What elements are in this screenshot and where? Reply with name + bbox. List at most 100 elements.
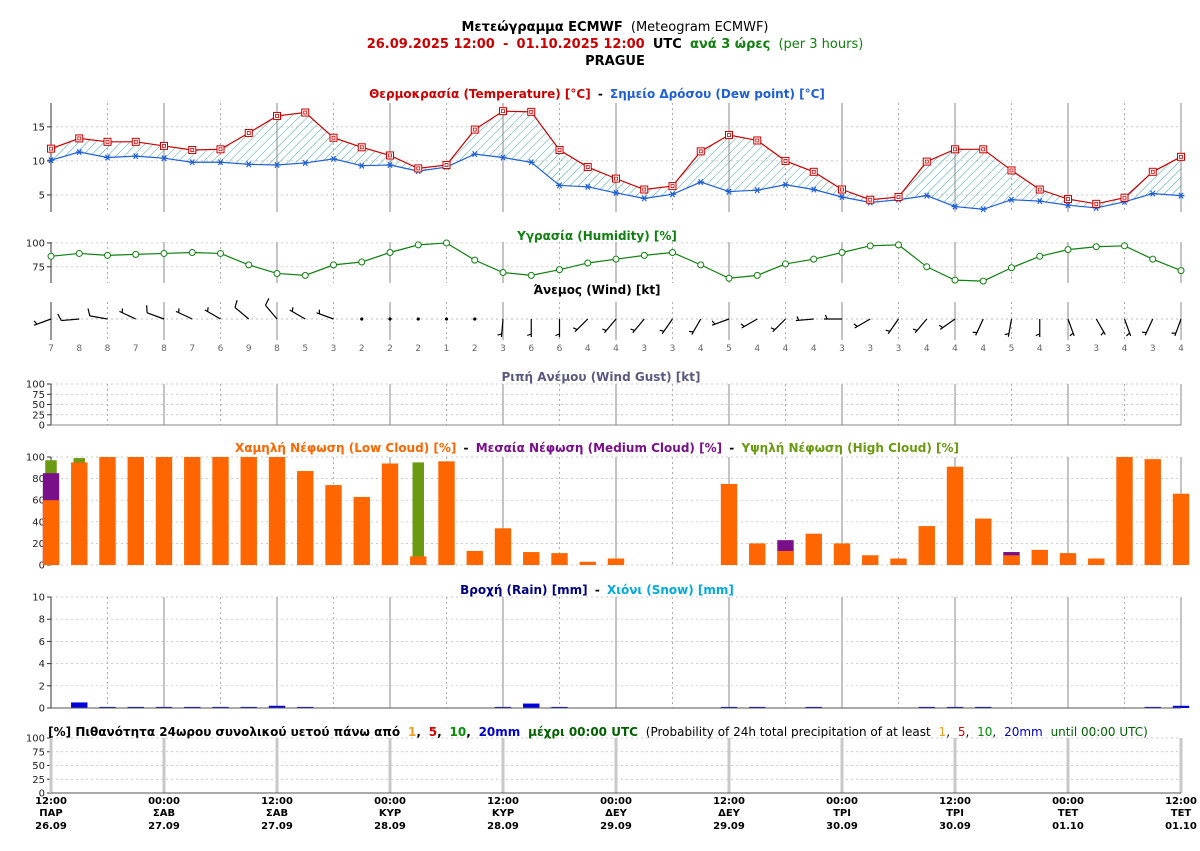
x-label-time: 00:00 (826, 796, 858, 807)
wind-barb-calm (360, 317, 364, 321)
temperature-marker-box (1035, 185, 1044, 194)
wind-barb (573, 318, 589, 333)
temperature-marker (160, 141, 168, 150)
medium-cloud-title: Μεσαία Νέφωση (Medium Cloud) [%] (476, 441, 722, 455)
temperature-marker (922, 157, 931, 166)
wind-barb (972, 318, 984, 336)
humidity-marker (132, 250, 140, 258)
wind-barb (87, 308, 108, 320)
temperature-marker-box (668, 182, 677, 191)
rain-bar (975, 706, 992, 708)
wind-barb (316, 309, 334, 320)
prob-comma-en-3: , (992, 725, 996, 739)
temperature-marker-box (640, 185, 649, 194)
x-label-day: ΔΕΥ (605, 808, 628, 819)
wind-speed-label: 4 (980, 344, 986, 354)
dew-point-marker-stroke (161, 155, 167, 162)
wind-barb-staff (1144, 318, 1154, 336)
rain-bar (71, 702, 88, 708)
temperature-marker (866, 195, 875, 204)
x-label-date: 29.09 (600, 821, 632, 832)
wind-speed-label: 5 (302, 344, 308, 354)
dew-point-marker (245, 161, 253, 168)
temperature-marker-box (753, 136, 762, 145)
prob-threshold-1: 1 (408, 725, 416, 739)
wind-barb-half (33, 320, 38, 325)
low-cloud-bar (1172, 493, 1190, 565)
dew-point-marker-stroke (302, 159, 308, 167)
temperature-marker (781, 156, 790, 165)
dew-point-marker (104, 154, 111, 161)
prob-title-greek: [%] Πιθανότητα 24ωρου συνολικού υετού πά… (48, 725, 400, 739)
temp-ytick-label: 15 (32, 122, 45, 133)
wind-barb (204, 307, 221, 320)
wind-barb (264, 298, 278, 320)
humidity-marker (782, 260, 789, 268)
x-label-time: 12:00 (713, 796, 745, 807)
dew-point-marker-stroke (104, 154, 111, 161)
temperature-marker-box (781, 156, 790, 165)
dew-point-marker (47, 157, 55, 164)
x-label-time: 12:00 (261, 796, 293, 807)
wind-barb-half (497, 333, 502, 336)
temperature-marker-box (160, 141, 168, 150)
wind-barb-half (770, 327, 776, 331)
temperature-marker (1177, 152, 1185, 161)
dew-point-marker-stroke (500, 154, 506, 161)
wind-barb (497, 318, 504, 337)
rain-bar (749, 706, 766, 708)
wind-barb (1004, 318, 1013, 337)
temperature-panel: 5 10 15 (32, 103, 1185, 213)
wind-barb-half (602, 328, 607, 332)
dew-point-marker-stroke (1037, 197, 1043, 205)
temperature-marker-inner (811, 169, 816, 174)
prob-threshold-20-en: 20mm (1004, 725, 1043, 739)
rain-bar (918, 706, 935, 708)
x-label-date: 01.10 (1165, 821, 1197, 832)
low-cloud-bar (71, 462, 88, 565)
humidity-marker (330, 261, 337, 269)
title-english: (Meteogram ECMWF) (631, 20, 769, 35)
dew-point-marker (612, 189, 620, 197)
temperature-marker-inner (727, 133, 731, 137)
rain-bar (99, 706, 116, 708)
date-end: 01.10.2025 12:00 (517, 37, 645, 52)
low-cloud-bar (1003, 555, 1020, 565)
temperature-marker-inner (698, 149, 703, 154)
temperature-marker-box (442, 160, 451, 169)
temperature-marker-inner (388, 153, 392, 158)
wind-barb-staff (175, 310, 193, 320)
temperature-marker-inner (133, 139, 138, 144)
wind-speed-label: 4 (613, 344, 619, 354)
rain-bar (268, 705, 286, 708)
wind-barb (885, 318, 899, 335)
wind-barb (33, 318, 52, 326)
temperature-marker (188, 146, 197, 155)
x-label-date: 28.09 (374, 821, 406, 832)
humidity-marker (1092, 243, 1100, 251)
low-cloud-bar (99, 457, 116, 565)
temperature-marker (329, 133, 338, 142)
low-cloud-bar (466, 550, 483, 565)
wind-barb-staff (632, 318, 645, 334)
probability-panel: 0 25 50 75 100 (26, 734, 1183, 800)
humidity-marker (160, 249, 168, 257)
wind-barb-calm (473, 317, 477, 321)
rain-bar (523, 703, 540, 708)
cloud-ytick-label: 100 (26, 453, 45, 464)
wind-barb (527, 319, 532, 337)
rain-bar (551, 706, 568, 708)
prob-ytick-label: 100 (26, 734, 45, 745)
wind-speed-label: 3 (896, 344, 902, 354)
temperature-marker (696, 147, 705, 156)
x-label-date: 01.10 (1052, 821, 1084, 832)
temperature-marker (838, 185, 846, 194)
rain-bar (184, 706, 201, 708)
wind-barb-half (885, 329, 891, 332)
low-cloud-bar (975, 518, 992, 565)
dew-point-marker-stroke (387, 161, 393, 169)
humidity-marker (1177, 267, 1185, 275)
temperature-marker-inner (1094, 201, 1099, 206)
wind-barb-half (1004, 333, 1010, 336)
